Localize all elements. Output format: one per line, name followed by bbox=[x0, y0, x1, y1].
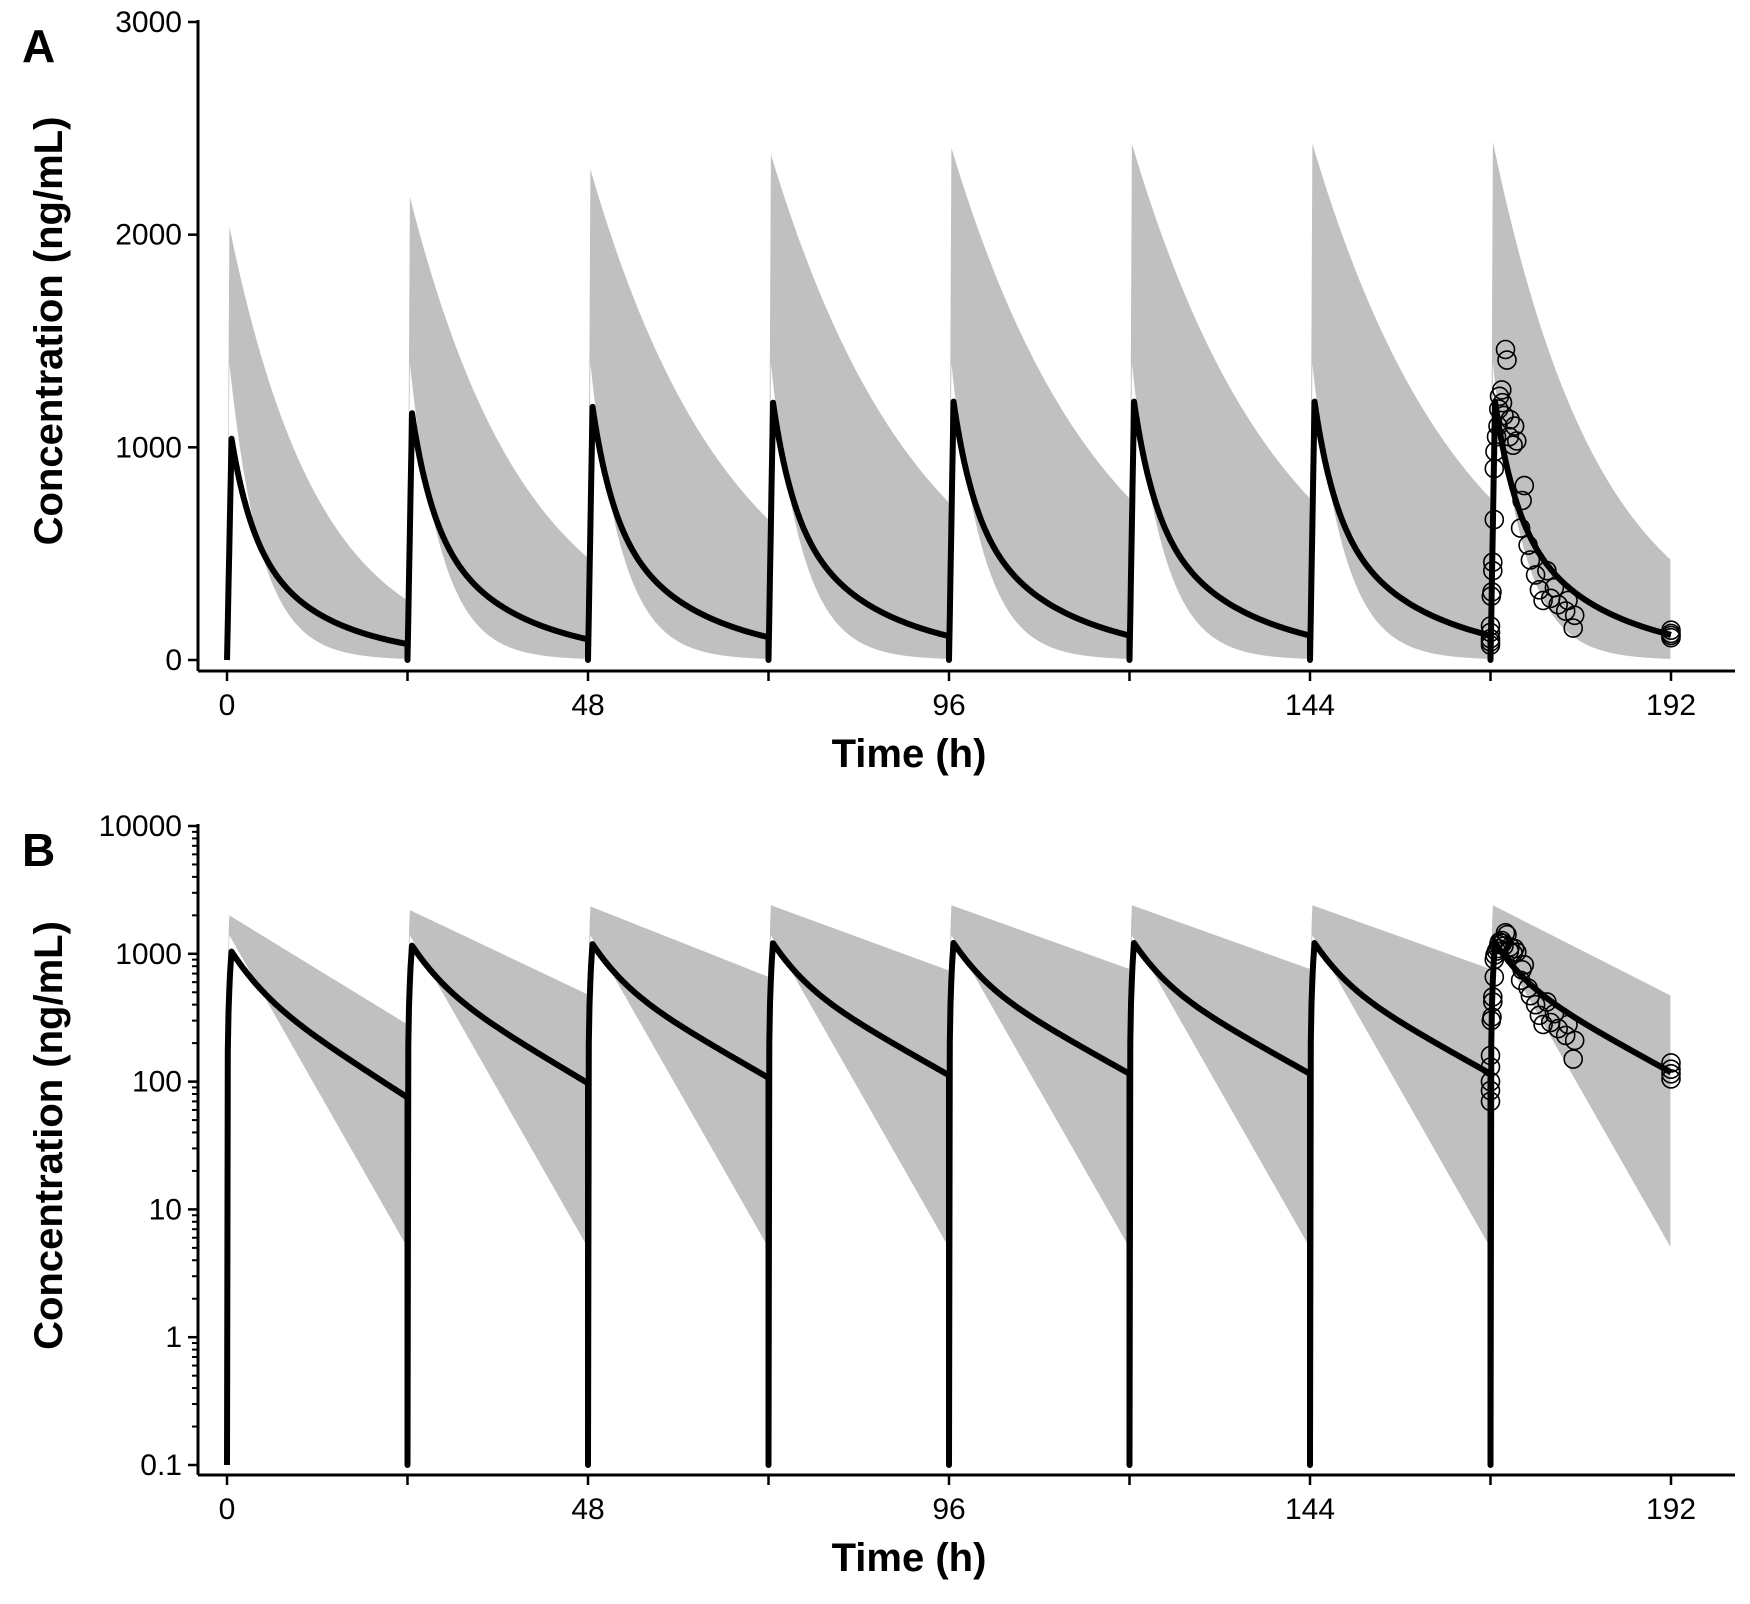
observed-point bbox=[1661, 1053, 1681, 1073]
observed-point bbox=[1495, 339, 1516, 360]
y-tick-label: 1000 bbox=[115, 938, 182, 971]
observed-point bbox=[1480, 616, 1501, 636]
y-axis-title: Concentration (ng/mL) bbox=[27, 117, 71, 546]
observed-point bbox=[1492, 380, 1512, 400]
observed-point bbox=[1483, 560, 1503, 581]
observed-point bbox=[1563, 1049, 1583, 1069]
observed-point bbox=[1510, 518, 1531, 538]
observed-point bbox=[1564, 605, 1585, 626]
y-tick-label: 0.1 bbox=[140, 1449, 182, 1482]
observed-point bbox=[1661, 1059, 1681, 1079]
observed-point bbox=[1504, 938, 1525, 959]
observed-point bbox=[1537, 560, 1557, 581]
x-tick-label: 192 bbox=[1646, 689, 1696, 722]
observed-point bbox=[1510, 970, 1531, 991]
observed-point bbox=[1533, 590, 1553, 611]
observed-point bbox=[1480, 1091, 1501, 1112]
median-prediction-line bbox=[224, 940, 1674, 1468]
observed-point bbox=[1661, 1064, 1681, 1084]
y-tick-label: 3000 bbox=[115, 6, 182, 39]
x-axis-title: Time (h) bbox=[832, 1536, 987, 1580]
observed-point bbox=[1497, 350, 1517, 370]
observed-point bbox=[1495, 922, 1516, 943]
panel-b-chart: 0 48 96 144 192 0.1 1 10 100 1000 10000 Time (h) Con… bbox=[27, 810, 1735, 1580]
observed-point bbox=[1492, 392, 1513, 413]
observed-point bbox=[1661, 1069, 1681, 1089]
y-axis-title: Concentration (ng/mL) bbox=[27, 921, 71, 1350]
observed-point bbox=[1483, 987, 1503, 1007]
panel-a-chart: 0 48 96 144 192 0 1000 2000 3000 Time (h) Concentr… bbox=[27, 6, 1735, 776]
observed-point bbox=[1548, 1018, 1568, 1039]
observed-point bbox=[1537, 992, 1557, 1012]
observed-point bbox=[1484, 458, 1505, 479]
y-tick-label: 1000 bbox=[115, 431, 182, 464]
observed-point bbox=[1514, 954, 1535, 975]
observed-point bbox=[1480, 622, 1501, 643]
y-tick-label: 1 bbox=[165, 1321, 182, 1354]
y-tick-label: 10 bbox=[149, 1193, 182, 1226]
observed-point bbox=[1480, 1080, 1501, 1101]
y-tick-label: 10000 bbox=[99, 810, 182, 843]
observed-point bbox=[1480, 1045, 1501, 1066]
observed-point bbox=[1512, 490, 1532, 511]
observed-point bbox=[1488, 416, 1508, 436]
observed-point bbox=[1520, 550, 1541, 570]
observed-point bbox=[1503, 435, 1523, 456]
median-prediction-line bbox=[224, 398, 1674, 663]
x-tick-label: 192 bbox=[1646, 1493, 1696, 1526]
observed-point bbox=[1483, 992, 1503, 1012]
x-tick-label: 96 bbox=[932, 689, 965, 722]
x-tick-label: 0 bbox=[219, 1493, 236, 1526]
observed-point bbox=[1544, 1003, 1565, 1024]
observed-point bbox=[1480, 1057, 1501, 1077]
observed-point bbox=[1483, 552, 1503, 573]
x-tick-label: 48 bbox=[571, 689, 604, 722]
observed-point bbox=[1555, 601, 1576, 621]
observed-point bbox=[1563, 618, 1583, 638]
observed-point bbox=[1533, 1014, 1553, 1035]
x-tick-label: 144 bbox=[1285, 689, 1335, 722]
observed-point bbox=[1500, 409, 1520, 430]
observed-point bbox=[1507, 431, 1527, 451]
observed-point bbox=[1480, 628, 1501, 649]
x-tick-label: 48 bbox=[571, 1493, 604, 1526]
x-tick-label: 0 bbox=[219, 689, 236, 722]
observed-point bbox=[1514, 475, 1535, 496]
observed-point bbox=[1485, 441, 1505, 462]
y-tick-label: 0 bbox=[165, 644, 182, 677]
observed-point bbox=[1486, 426, 1507, 447]
observed-point bbox=[1548, 594, 1568, 615]
x-tick-label: 96 bbox=[932, 1493, 965, 1526]
observed-point bbox=[1518, 535, 1538, 556]
observed-point bbox=[1494, 405, 1514, 426]
observed-point bbox=[1482, 582, 1502, 602]
observed-point bbox=[1518, 978, 1538, 998]
x-axis-title: Time (h) bbox=[832, 732, 987, 776]
observed-point bbox=[1504, 416, 1525, 436]
panel-a-letter: A bbox=[22, 20, 55, 72]
observed-point bbox=[1555, 1025, 1576, 1046]
observed-point bbox=[1525, 565, 1546, 585]
y-tick-label: 100 bbox=[132, 1066, 182, 1099]
observed-point bbox=[1484, 509, 1505, 530]
observed-point bbox=[1564, 1030, 1585, 1051]
panel-b-letter: B bbox=[22, 824, 55, 876]
y-tick-label: 2000 bbox=[115, 219, 182, 252]
observed-point bbox=[1480, 1071, 1501, 1092]
observed-point bbox=[1525, 994, 1546, 1015]
observed-point bbox=[1482, 1007, 1502, 1027]
observed-point bbox=[1661, 620, 1681, 641]
x-tick-label: 144 bbox=[1285, 1493, 1335, 1526]
